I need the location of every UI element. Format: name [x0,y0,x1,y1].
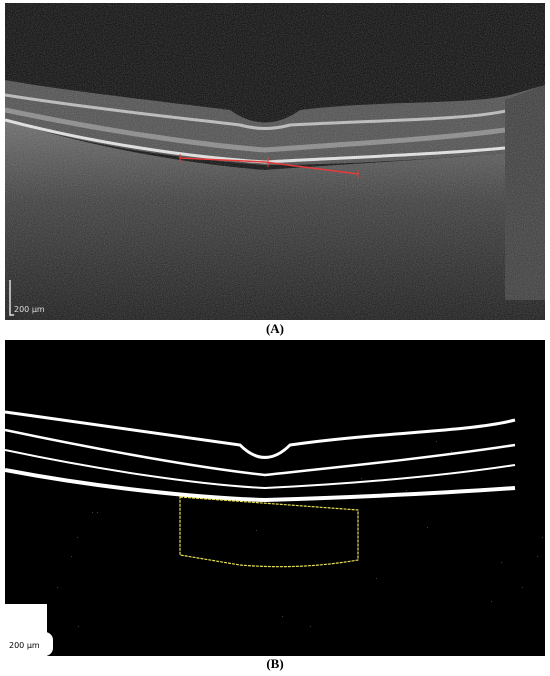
panel-caption: (B) [266,656,283,671]
scale-label: 200 μm [9,641,40,650]
panel-caption: (A) [266,321,284,336]
oct-scan-a: 200 μm [5,3,545,320]
scale-label: 200 μm [14,305,45,314]
oct-scan-b: 200 μm [5,340,545,656]
